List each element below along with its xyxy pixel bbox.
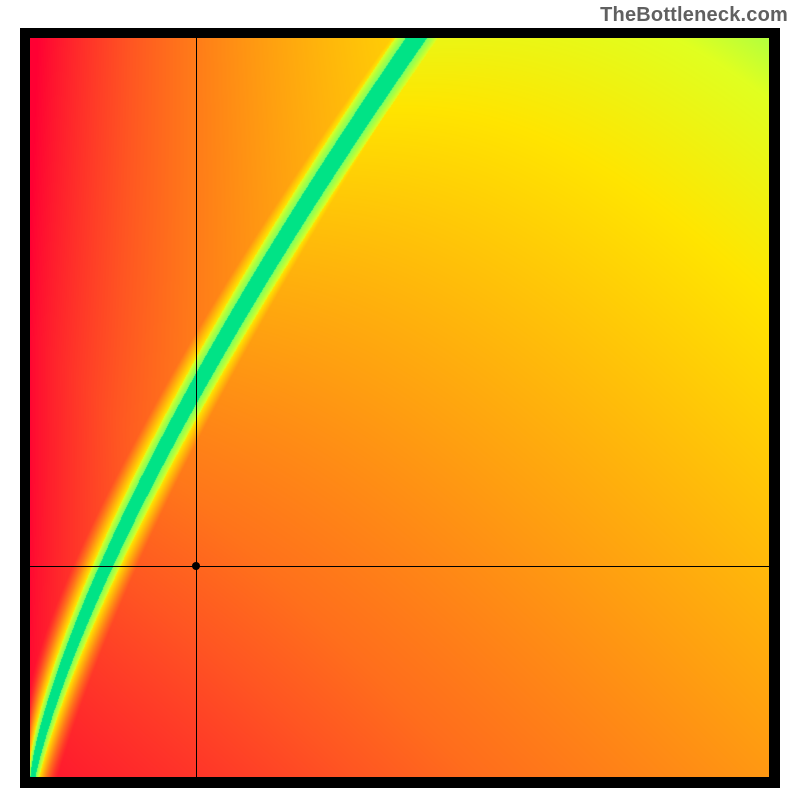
plot-area bbox=[30, 38, 769, 777]
chart-container: TheBottleneck.com bbox=[0, 0, 800, 800]
plot-border bbox=[20, 28, 780, 788]
heatmap-canvas bbox=[30, 38, 769, 777]
watermark-text: TheBottleneck.com bbox=[600, 4, 788, 27]
